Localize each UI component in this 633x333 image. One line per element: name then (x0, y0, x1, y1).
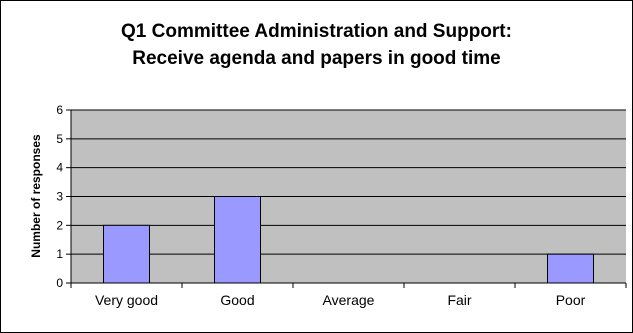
x-tick-label-very-good: Very good (95, 292, 158, 308)
bar-good (214, 196, 261, 284)
chart-title: Q1 Committee Administration and Support:… (0, 18, 633, 72)
y-tick-label-1: 1 (56, 247, 63, 261)
y-tick-label-2: 2 (56, 218, 63, 232)
chart-title-line-1: Q1 Committee Administration and Support: (121, 21, 512, 42)
y-tick-label-4: 4 (56, 161, 63, 175)
axes (66, 109, 627, 288)
x-tick-labels: Very good Good Average Fair Poor (95, 292, 586, 308)
y-tick-labels: 0 1 2 3 4 5 6 (56, 103, 63, 290)
x-tick-label-fair: Fair (447, 292, 471, 308)
y-tick-label-0: 0 (56, 276, 63, 290)
x-tick-label-good: Good (220, 292, 254, 308)
gridlines (71, 109, 626, 255)
x-tick-label-average: Average (323, 292, 375, 308)
y-tick-label-3: 3 (56, 190, 63, 204)
bar-very-good (103, 224, 150, 284)
bars (103, 196, 594, 284)
y-tick-label-6: 6 (56, 103, 63, 117)
x-tick-label-poor: Poor (556, 292, 586, 308)
y-tick-label-5: 5 (56, 132, 63, 146)
y-axis-label: Number of responses (29, 134, 43, 258)
chart-title-line-2: Receive agenda and papers in good time (132, 48, 501, 69)
bar-poor (547, 253, 594, 284)
